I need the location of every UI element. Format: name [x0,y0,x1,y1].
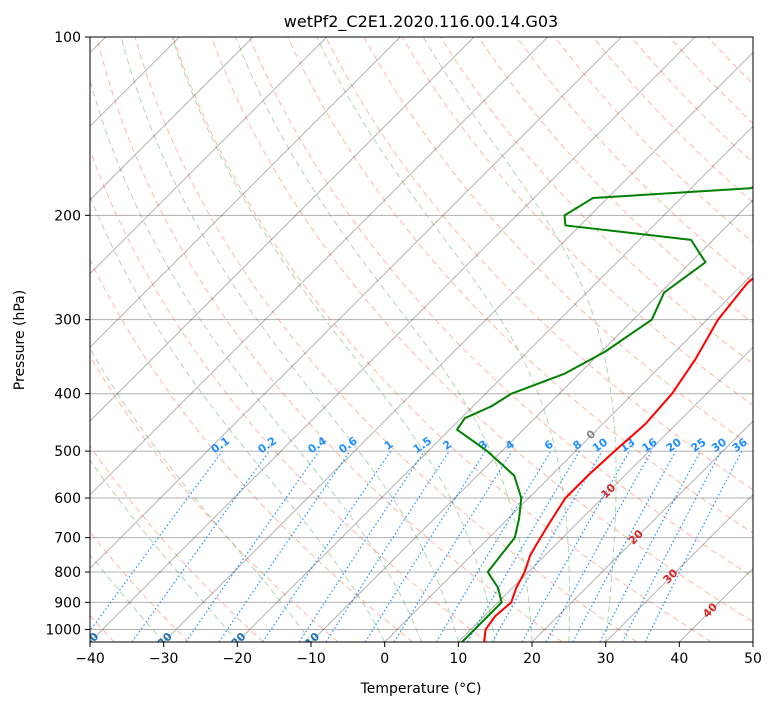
y-tick-label: 200 [54,208,81,224]
dry-adiabat-line [90,355,339,642]
mixing-ratio-line [218,450,351,642]
x-tick-label: −40 [75,651,105,667]
dry-adiabat-line [134,37,638,642]
moist-adiabat-line [90,459,238,642]
mixing-ratio-lines [90,450,743,642]
y-tick-label: 100 [54,30,81,46]
dry-adiabat-line [90,445,264,642]
moist-adiabat-line [316,37,571,642]
dry-adiabat-line [210,37,753,623]
x-tick-label: 0 [380,651,389,667]
isotherm-line [384,272,753,642]
dry-adiabat-line [287,37,753,534]
y-tick-label: 300 [54,313,81,329]
y-tick-label: 1000 [45,622,81,638]
isotherm-line [90,37,549,496]
dry-adiabat-line [96,37,563,642]
moist-adiabat-line [90,347,312,642]
x-tick-label: −10 [296,651,326,667]
moist-adiabat-line [90,195,386,642]
isotherm-line [236,125,753,642]
isotherm-line [90,37,622,570]
y-tick-label: 600 [54,491,81,507]
x-tick-label: 50 [744,651,762,667]
moist-adiabats [90,37,617,642]
dry-adiabats [90,37,753,642]
isotherm-label: -40 [78,630,101,653]
y-axis-ticks: 100 200 300 400 500 600 700 800 900 1000 [45,30,90,638]
dry-adiabat-line [172,37,712,642]
x-tick-label: −20 [223,651,253,667]
isotherm-line [163,51,753,642]
mixing-ratio-line [521,450,631,642]
x-tick-label: 20 [523,651,541,667]
isotherm-line [310,199,753,642]
dewpoint-profile-line [456,186,753,642]
isotherm-line [90,37,328,275]
moist-adiabat-line [90,78,422,642]
moist-adiabat-line [90,553,165,642]
x-axis-ticks: −40 −30 −20 −10 0 10 20 30 40 50 [75,642,762,667]
moist-adiabat-line [171,37,496,642]
x-tick-label: 40 [670,651,688,667]
dry-adiabat-line [516,37,753,284]
plot-frame [89,36,754,643]
isotherm-line [90,37,401,349]
y-axis-title: Pressure (hPa) [12,290,28,390]
y-tick-label: 800 [54,565,81,581]
x-axis-title: Temperature (°C) [360,681,482,697]
x-tick-label: −30 [149,651,179,667]
moist-adiabat-line [235,37,533,642]
isotherm-line [90,37,254,201]
isotherm-line [457,346,753,642]
y-tick-label: 900 [54,595,81,611]
moist-adiabat-line [120,37,459,642]
x-tick-label: 30 [597,651,615,667]
mixing-ratio-line [298,450,425,642]
mixing-ratio-line [572,450,677,642]
mixing-ratio-line [185,450,320,642]
sounding-series [456,186,753,642]
mixing-ratio-line [644,450,743,642]
mixing-ratio-line [393,450,513,642]
temperature-profile-line [483,277,753,642]
x-tick-label: 10 [449,651,467,667]
isotherm-line [531,420,753,642]
mixing-ratio-line [262,450,392,642]
mixing-ratio-line [325,450,450,642]
mixing-ratio-line [545,450,653,642]
chart-title: wetPf2_C2E1.2020.116.00.14.G03 [284,12,558,32]
dry-adiabat-line [249,37,753,578]
isotherms [90,37,753,642]
isotherm-line [90,37,696,642]
mixing-ratio-line [131,450,270,642]
mixing-ratio-line [90,450,223,632]
y-tick-label: 500 [54,444,81,460]
dry-adiabat-line [90,258,414,642]
isotherm-line [90,37,475,422]
isotherm-line [605,493,753,642]
moist-adiabat-line [422,37,617,642]
dry-adiabat-line [325,37,753,491]
y-tick-label: 700 [54,531,81,547]
y-tick-label: 400 [54,387,81,403]
